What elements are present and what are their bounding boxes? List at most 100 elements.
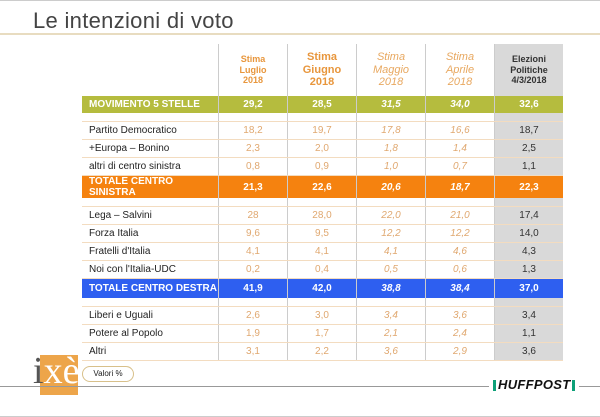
value-cell: 0,7 <box>425 157 495 176</box>
spacer <box>82 198 219 207</box>
value-cell: 1,8 <box>356 139 426 158</box>
ixe-logo: ixè <box>33 350 79 395</box>
value-cell: 4,6 <box>425 242 495 261</box>
spacer <box>494 298 563 307</box>
value-cell: 2,3 <box>218 139 288 158</box>
value-cell: 31,5 <box>356 96 426 113</box>
value-cell: 28 <box>218 206 288 225</box>
value-cell: 1,7 <box>287 324 357 343</box>
value-cell: 42,0 <box>287 278 357 298</box>
value-cell: 21,0 <box>425 206 495 225</box>
party-label: TOTALE CENTRO SINISTRA <box>82 175 219 198</box>
spacer-row <box>82 198 563 207</box>
value-cell: 17,4 <box>494 206 563 225</box>
value-cell: 0,2 <box>218 260 288 279</box>
huffpost-logo: HUFFPOST <box>489 377 580 392</box>
spacer <box>494 198 563 207</box>
spacer <box>425 198 495 207</box>
value-cell: 22,3 <box>494 175 563 198</box>
total-row: TOTALE CENTRO SINISTRA 21,3 22,6 20,6 18,7 22… <box>82 175 563 198</box>
spacer <box>287 298 357 307</box>
value-cell: 20,6 <box>356 175 426 198</box>
spacer <box>287 198 357 207</box>
value-cell: 14,0 <box>494 224 563 243</box>
party-label: Noi con l'Italia-UDC <box>82 260 219 279</box>
footnote-badge: Valori % <box>82 366 134 382</box>
spacer <box>218 198 288 207</box>
table-row: Liberi e Uguali 2,6 3,0 3,4 3,6 3,4 <box>82 306 563 325</box>
value-cell: 32,6 <box>494 96 563 113</box>
value-cell: 2,6 <box>218 306 288 325</box>
table-row: Partito Democratico 18,2 19,7 17,8 16,6 18,7 <box>82 121 563 140</box>
party-label: +Europa – Bonino <box>82 139 219 158</box>
title-divider <box>0 33 600 35</box>
value-cell: 3,6 <box>356 342 426 361</box>
total-row: MOVIMENTO 5 STELLE 29,2 28,5 31,5 34,0 32,6 <box>82 96 563 113</box>
party-label: altri di centro sinistra <box>82 157 219 176</box>
header-elezioni: Elezioni Politiche 4/3/2018 <box>494 44 563 96</box>
value-cell: 1,0 <box>356 157 426 176</box>
value-cell: 16,6 <box>425 121 495 140</box>
value-cell: 4,1 <box>218 242 288 261</box>
value-cell: 3,4 <box>494 306 563 325</box>
party-label: Liberi e Uguali <box>82 306 219 325</box>
value-cell: 2,0 <box>287 139 357 158</box>
spacer <box>82 113 219 122</box>
value-cell: 38,4 <box>425 278 495 298</box>
header-luglio: Stima Luglio 2018 <box>218 44 288 96</box>
value-cell: 0,4 <box>287 260 357 279</box>
party-label: MOVIMENTO 5 STELLE <box>82 96 219 113</box>
total-row: TOTALE CENTRO DESTRA 41,9 42,0 38,8 38,4 37,0 <box>82 278 563 298</box>
spacer-row <box>82 113 563 122</box>
bottom-divider <box>0 386 600 387</box>
party-label: Fratelli d'Italia <box>82 242 219 261</box>
value-cell: 12,2 <box>356 224 426 243</box>
table-row: Lega – Salvini 28 28,0 22,0 21,0 17,4 <box>82 206 563 225</box>
value-cell: 3,6 <box>494 342 563 361</box>
value-cell: 12,2 <box>425 224 495 243</box>
header-aprile: Stima Aprile 2018 <box>425 44 495 96</box>
value-cell: 18,7 <box>425 175 495 198</box>
value-cell: 17,8 <box>356 121 426 140</box>
value-cell: 1,1 <box>494 324 563 343</box>
value-cell: 34,0 <box>425 96 495 113</box>
value-cell: 3,0 <box>287 306 357 325</box>
value-cell: 1,3 <box>494 260 563 279</box>
value-cell: 3,4 <box>356 306 426 325</box>
value-cell: 0,5 <box>356 260 426 279</box>
value-cell: 18,7 <box>494 121 563 140</box>
spacer <box>287 113 357 122</box>
value-cell: 41,9 <box>218 278 288 298</box>
header-empty <box>82 44 219 96</box>
spacer <box>356 198 426 207</box>
party-label: Forza Italia <box>82 224 219 243</box>
value-cell: 2,9 <box>425 342 495 361</box>
value-cell: 1,4 <box>425 139 495 158</box>
table-row: Forza Italia 9,6 9,5 12,2 12,2 14,0 <box>82 224 563 243</box>
spacer <box>425 298 495 307</box>
table-row: altri di centro sinistra 0,8 0,9 1,0 0,7 1,1 <box>82 157 563 176</box>
poll-table: Stima Luglio 2018 Stima Giugno 2018 Stima Mag… <box>82 44 563 361</box>
value-cell: 4,1 <box>356 242 426 261</box>
value-cell: 38,8 <box>356 278 426 298</box>
top-border <box>0 0 600 1</box>
value-cell: 28,5 <box>287 96 357 113</box>
value-cell: 19,7 <box>287 121 357 140</box>
party-label: Altri <box>82 342 219 361</box>
party-label: TOTALE CENTRO DESTRA <box>82 278 219 298</box>
value-cell: 1,9 <box>218 324 288 343</box>
spacer <box>425 113 495 122</box>
spacer <box>218 113 288 122</box>
value-cell: 4,1 <box>287 242 357 261</box>
spacer <box>82 298 219 307</box>
table-row: Noi con l'Italia-UDC 0,2 0,4 0,5 0,6 1,3 <box>82 260 563 279</box>
value-cell: 2,2 <box>287 342 357 361</box>
value-cell: 22,0 <box>356 206 426 225</box>
spacer <box>494 113 563 122</box>
spacer <box>356 113 426 122</box>
page-title: Le intenzioni di voto <box>33 8 234 33</box>
party-label: Partito Democratico <box>82 121 219 140</box>
value-cell: 9,6 <box>218 224 288 243</box>
party-label: Lega – Salvini <box>82 206 219 225</box>
table-row: +Europa – Bonino 2,3 2,0 1,8 1,4 2,5 <box>82 139 563 158</box>
